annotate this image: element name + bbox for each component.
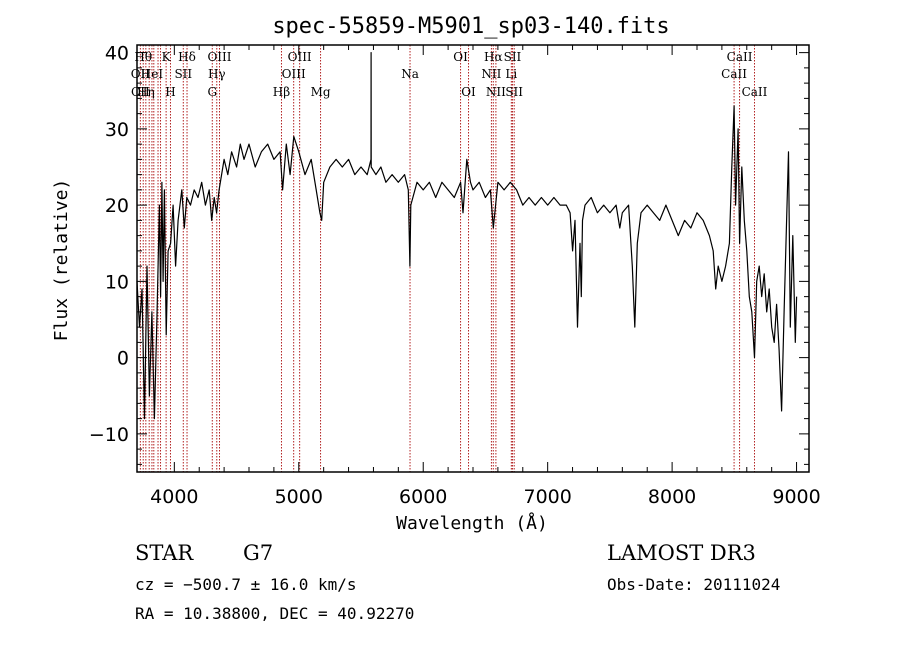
line-label-NII: NII: [486, 85, 506, 99]
spectrum-series: [136, 51, 798, 420]
x-axis-label: Wavelength (Å): [396, 512, 548, 534]
y-tick-label-2: 10: [105, 271, 129, 293]
line-label-OIII: OIII: [282, 67, 306, 81]
x-tick-label-7000: 7000: [523, 486, 571, 508]
line-label-Hθ: Hθ: [134, 50, 152, 64]
object-class: STAR: [135, 541, 194, 565]
chart-title: spec-55859-M5901_sp03-140.fits: [272, 14, 669, 39]
line-label-K: K: [162, 50, 172, 64]
spectral-line-markers: [139, 45, 755, 472]
survey-name: LAMOST DR3: [607, 541, 756, 565]
line-label-Na: Na: [401, 67, 419, 81]
line-label-OI: OI: [453, 50, 468, 64]
line-label-Hα: Hα: [484, 50, 503, 64]
axis-ticks: 4000 5000 6000 7000 8000 9000 −10 0 10 20 30 40: [89, 43, 821, 508]
line-label-CII: CII: [131, 85, 150, 99]
redshift-velocity: cz = −500.7 ± 16.0 km/s: [135, 575, 357, 594]
line-label-CaII: CaII: [742, 85, 768, 99]
line-label-H: H: [165, 85, 175, 99]
line-label-CaII: CaII: [721, 67, 747, 81]
line-label-Hδ: Hδ: [178, 50, 196, 64]
line-label-HeI: HeI: [141, 67, 164, 81]
line-label-SII: SII: [504, 50, 522, 64]
line-label-Hβ: Hβ: [273, 85, 290, 99]
observation-date: Obs-Date: 20111024: [607, 575, 781, 594]
y-tick-label-0: −10: [89, 424, 129, 446]
y-axis-label: Flux (relative): [51, 179, 72, 342]
line-label-OIII: OIII: [207, 50, 231, 64]
line-label-OII: OII: [131, 67, 151, 81]
x-tick-label-5000: 5000: [275, 486, 323, 508]
x-tick-label-6000: 6000: [399, 486, 447, 508]
line-label-NII: NII: [481, 67, 501, 81]
line-label-Hγ: Hγ: [208, 67, 226, 81]
y-tick-label-3: 20: [105, 195, 129, 217]
line-label-SII: SII: [505, 85, 523, 99]
line-labels: OII Hθ Hη HeI K H SII Hδ G Hγ OIII Hβ OIII OIII Mg Na OI…: [131, 50, 768, 99]
y-tick-label-5: 40: [105, 43, 129, 65]
y-tick-label-1: 0: [117, 348, 129, 370]
line-label-G: G: [207, 85, 217, 99]
object-subclass: G7: [243, 541, 274, 565]
x-tick-label-8000: 8000: [648, 486, 696, 508]
line-label-Li: Li: [505, 67, 517, 81]
plot-frame: [136, 44, 810, 473]
line-label-OIII: OIII: [288, 50, 312, 64]
x-tick-label-9000: 9000: [772, 486, 820, 508]
line-label-OI: OI: [461, 85, 476, 99]
line-label-Hη: Hη: [137, 85, 155, 99]
line-label-SII: SII: [174, 67, 192, 81]
coordinates: RA = 10.38800, DEC = 40.92270: [135, 604, 415, 623]
y-tick-label-4: 30: [105, 119, 129, 141]
line-label-CaII: CaII: [727, 50, 753, 64]
x-tick-label-4000: 4000: [150, 486, 198, 508]
series-line-flux: [136, 51, 798, 420]
line-label-Mg: Mg: [311, 85, 331, 99]
